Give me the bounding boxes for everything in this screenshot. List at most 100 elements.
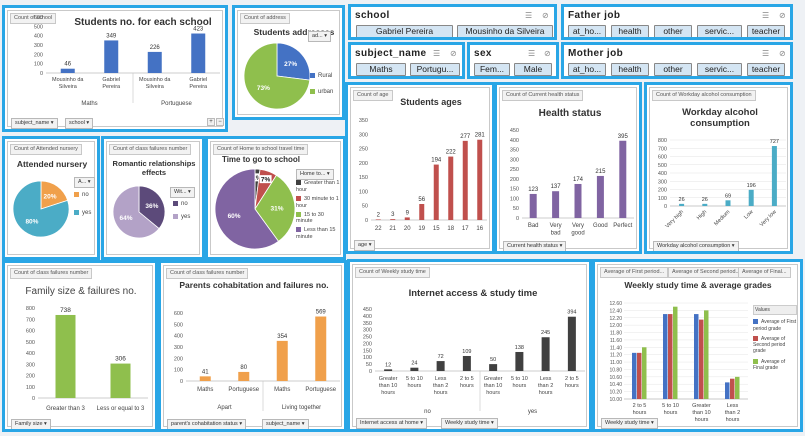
bar — [663, 314, 668, 399]
field-tag[interactable]: Average of First period... — [600, 267, 669, 278]
slicer-item[interactable]: Fem... — [474, 63, 510, 76]
y-tick-label: 0 — [40, 71, 43, 77]
x-tick-label: 21 — [389, 226, 396, 232]
y-tick-label: 200 — [34, 52, 43, 58]
clear-filter-icon[interactable]: ⊘ — [542, 11, 549, 20]
x-tick-label: hours — [695, 417, 709, 423]
field-tag[interactable]: Count of Current health status — [502, 90, 584, 101]
field-tag[interactable]: Average of Final... — [738, 267, 791, 278]
legend-label: Average of Second period grade — [753, 335, 786, 355]
filter-school-button[interactable]: school — [65, 118, 94, 129]
x-tick-label: 2 to 5 — [633, 403, 647, 409]
bar — [110, 363, 131, 398]
field-tag[interactable]: Count of age — [353, 90, 393, 101]
clear-filter-icon[interactable]: ⊘ — [779, 49, 786, 58]
bar — [642, 347, 647, 399]
x-tick-label: hours — [726, 417, 740, 423]
y-tick-label: 150 — [363, 348, 372, 354]
clear-filter-icon[interactable]: ⊘ — [544, 49, 551, 58]
multi-select-icon[interactable]: ☰ — [525, 11, 533, 20]
slicer-item[interactable]: health — [611, 63, 649, 76]
internet-filter[interactable]: Internet access at home — [356, 418, 427, 429]
slicer-item[interactable]: Maths — [356, 63, 406, 76]
field-tag[interactable]: Count of Attended nursery — [10, 144, 82, 155]
legend-label: yes — [181, 213, 191, 220]
bar-chart: 0501001502002503003502223219205619194152… — [359, 118, 487, 232]
data-label: 12 — [385, 362, 391, 368]
y-tick-label: 800 — [26, 306, 35, 312]
clear-filter-icon[interactable]: ⊘ — [450, 49, 457, 58]
slicer-item[interactable]: Portugu... — [410, 63, 460, 76]
family-size-filter[interactable]: Family size — [11, 419, 51, 429]
field-tag[interactable]: Count of class failures number — [109, 144, 192, 155]
x-tick-label: Maths — [197, 387, 213, 393]
multi-select-icon[interactable]: ☰ — [433, 49, 441, 58]
y-tick-label: 500 — [658, 163, 667, 169]
multi-select-icon[interactable]: ☰ — [528, 49, 536, 58]
romantic-dropdown[interactable]: Wit... — [170, 187, 195, 198]
slicer-item[interactable]: teacher — [747, 63, 785, 76]
multi-select-icon[interactable]: ☰ — [762, 11, 770, 20]
y-tick-label: 500 — [34, 24, 43, 30]
subject-filter[interactable]: subject_name — [262, 419, 309, 429]
y-tick-label: 300 — [174, 345, 183, 351]
field-tag[interactable]: Count of Weekly study time — [355, 267, 430, 278]
bar — [375, 219, 381, 220]
address-dropdown[interactable]: ad... — [308, 31, 331, 42]
field-tag[interactable]: Count of address — [240, 13, 290, 24]
panel-school-count: Count of school Students no. for each sc… — [2, 5, 228, 132]
study-time-filter[interactable]: Weekly study time — [441, 418, 498, 429]
slicer-item[interactable]: Mousinho da Silveira — [457, 25, 553, 37]
field-tag[interactable]: Count of Home to school travel time — [213, 144, 309, 155]
slicer-item[interactable]: other — [654, 63, 692, 76]
slicer-item[interactable]: servic... — [697, 63, 742, 76]
slicer-item[interactable]: other — [654, 25, 692, 37]
field-tag[interactable]: Count of school — [10, 13, 57, 24]
field-tag[interactable]: Count of class failures number — [10, 268, 93, 279]
slicer-item[interactable]: health — [611, 25, 649, 37]
x-tick-label: Low — [743, 209, 754, 220]
x-tick-label: Gabriel — [189, 77, 207, 83]
y-tick-label: 100 — [658, 196, 667, 202]
filter-subject-button[interactable]: subject_name — [11, 118, 58, 129]
slice-label: 20% — [44, 194, 57, 201]
cohabitation-filter[interactable]: parent's cohabitation status — [167, 419, 247, 429]
slicer-subject: subject_name ☰ ⊘ Maths Portugu... — [348, 42, 465, 79]
slicer-item[interactable]: Gabriel Pereira — [356, 25, 453, 37]
multi-select-icon[interactable]: ☰ — [762, 49, 770, 58]
bar — [699, 319, 704, 399]
slicer-item[interactable]: at_ho... — [568, 25, 606, 37]
slicer-item[interactable]: Male — [514, 63, 552, 76]
health-filter-button[interactable]: Current health status — [503, 241, 567, 251]
field-tag[interactable]: Count of Workday alcohol consumption — [652, 90, 756, 101]
collapse-button[interactable]: − — [216, 118, 224, 126]
x-tick-label: Greater — [692, 403, 711, 409]
legend-label: Greater than 1 hour — [296, 180, 340, 193]
expand-button[interactable]: + — [207, 118, 215, 126]
legend-item: Less than 15 minute — [296, 227, 341, 241]
bar — [679, 203, 685, 206]
nursery-dropdown[interactable]: A... — [74, 177, 95, 188]
slicer-title: Father job — [568, 10, 621, 21]
x-tick-label: Less — [435, 376, 447, 382]
y-tick-label: 11.60 — [610, 338, 622, 344]
slicer-item[interactable]: teacher — [747, 25, 785, 37]
age-filter-button[interactable]: age — [354, 240, 376, 251]
y-tick-label: 350 — [510, 148, 519, 154]
data-label: 354 — [277, 334, 288, 340]
chart-area: Count of address Students addresses ad..… — [237, 10, 340, 115]
slicer-item[interactable]: servic... — [697, 25, 742, 37]
panel-alcohol: Count of Workday alcohol consumption Wor… — [644, 82, 793, 254]
legend-item: no — [74, 192, 91, 200]
field-tag[interactable]: Count of class failures number — [166, 268, 249, 279]
weekly-study-filter[interactable]: Weekly study time — [601, 418, 658, 429]
panel-family-size: Count of class failures number Family si… — [2, 260, 158, 432]
data-label: 196 — [747, 183, 756, 189]
slicer-item[interactable]: at_ho... — [568, 63, 606, 76]
clear-filter-icon[interactable]: ⊘ — [779, 11, 786, 20]
legend: no yes — [173, 201, 190, 221]
pie-slice — [243, 42, 311, 110]
alcohol-filter-button[interactable]: Workday alcohol consumption — [653, 241, 739, 251]
slicer-sex: sex ☰ ⊘ Fem... Male — [467, 42, 559, 79]
travel-dropdown[interactable]: Home to... — [296, 169, 334, 180]
